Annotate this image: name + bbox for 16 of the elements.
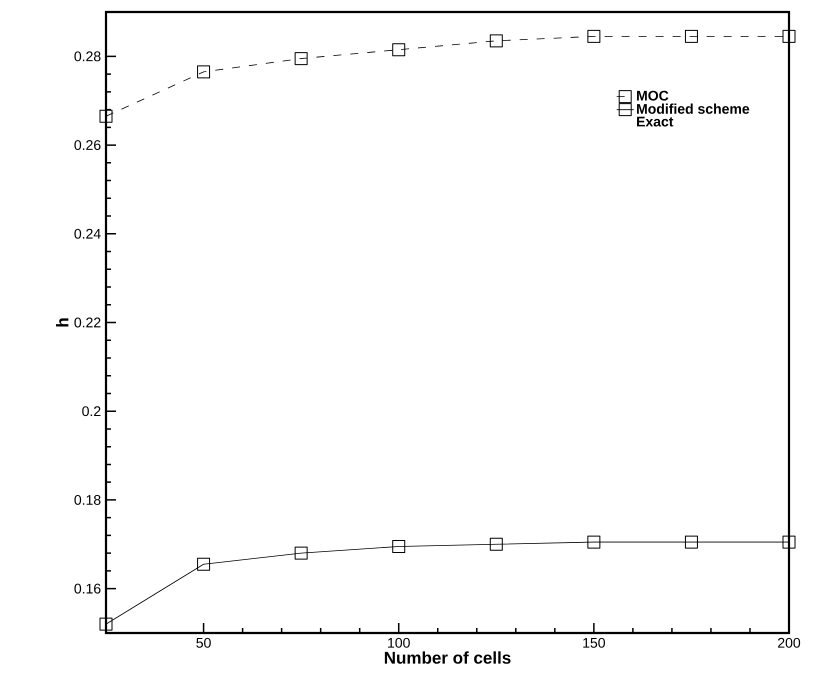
y-tick-label: 0.24 (74, 228, 101, 239)
x-tick-label: 50 (196, 638, 211, 648)
x-axis-title: Number of cells (384, 651, 511, 664)
y-axis-title: h (56, 318, 68, 326)
x-tick-label: 100 (388, 638, 410, 648)
y-tick-label: 0.2 (82, 406, 100, 416)
annotation: Exact (637, 116, 674, 127)
x-tick-label: 200 (778, 638, 800, 648)
y-tick-label: 0.18 (74, 494, 101, 505)
x-tick-label: 150 (583, 638, 605, 648)
y-tick-label: 0.16 (74, 584, 101, 594)
y-tick-label: 0.28 (74, 51, 101, 62)
y-tick-label: 0.26 (74, 140, 101, 150)
legend-label: MOC (637, 90, 668, 101)
y-tick-label: 0.22 (74, 318, 100, 328)
legend-label: Modified scheme (637, 104, 750, 114)
